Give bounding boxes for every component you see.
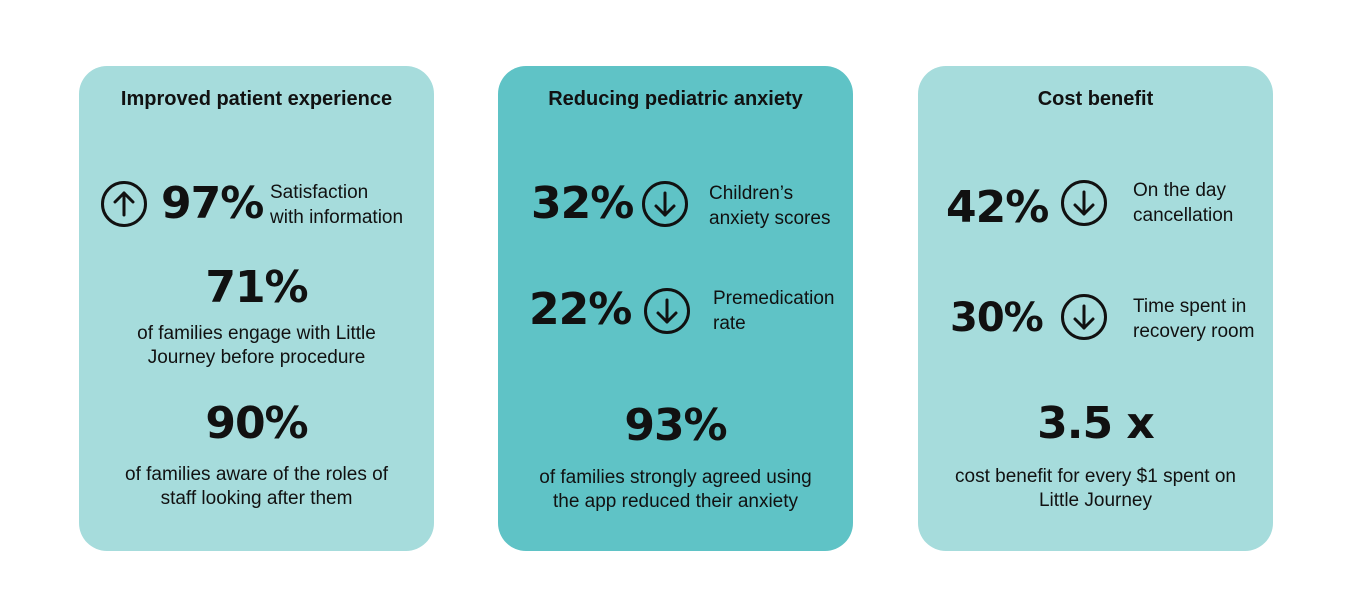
stat-label-line: with information [270,207,404,228]
arrow-down-circle-icon [1060,179,1108,227]
card-reducing-pediatric-anxiety: Reducing pediatric anxiety 32% Children’… [498,66,853,551]
stat-description-line: Little Journey [1038,490,1152,511]
stat-description-line: of families strongly agreed using [539,467,812,488]
stat-description-line: Journey before procedure [147,347,366,368]
stat-description: of families aware of the roles of staff … [79,463,434,511]
stat-label-line: On the day [1133,180,1226,201]
card-title: Improved patient experience [120,88,393,110]
stat-value: 30% [950,295,1044,341]
stat-value: 90% [205,398,308,449]
stat-label: Time spent in recovery room [1133,294,1254,344]
stat-description-line: of families aware of the roles of [125,464,388,485]
stat-value: 71% [205,262,308,313]
stat-value: 3.5 x [1037,398,1155,449]
card-cost-benefit: Cost benefit 42% On the day cancellation… [918,66,1273,551]
stat-value: 93% [624,400,727,451]
stat-description: of families engage with Little Journey b… [79,322,434,370]
stat-label: Children’s anxiety scores [709,181,830,231]
card-improved-patient-experience: Improved patient experience 97% Satisfac… [79,66,434,551]
stat-label: Satisfaction with information [270,180,403,230]
arrow-down-circle-icon [1060,293,1108,341]
arrow-up-circle-icon [100,180,148,228]
stat-value: 32% [531,178,634,229]
stat-value: 97% [161,178,264,229]
stat-label-line: anxiety scores [709,208,831,229]
stat-label: Premedication rate [713,286,834,336]
stat-label-line: recovery room [1133,321,1255,342]
stat-description-line: staff looking after them [160,488,353,509]
stat-label-line: Children’s [709,183,794,204]
stat-label-line: rate [713,313,746,334]
stat-description: cost benefit for every $1 spent on Littl… [918,465,1273,513]
arrow-down-circle-icon [641,180,689,228]
stat-label: On the day cancellation [1133,178,1233,228]
stat-label-line: cancellation [1133,205,1234,226]
stat-description: of families strongly agreed using the ap… [498,466,853,514]
stat-description-line: the app reduced their anxiety [552,491,799,512]
stat-value: 22% [529,284,632,335]
stat-label-line: Premedication [713,288,835,309]
stat-label-line: Satisfaction [270,182,369,203]
arrow-down-circle-icon [643,287,691,335]
card-title: Cost benefit [1037,88,1154,110]
stat-label-line: Time spent in [1133,296,1247,317]
stat-description-line: cost benefit for every $1 spent on [955,466,1236,487]
stat-description-line: of families engage with Little [137,323,376,344]
stat-value: 42% [946,182,1049,233]
card-title: Reducing pediatric anxiety [548,88,803,110]
